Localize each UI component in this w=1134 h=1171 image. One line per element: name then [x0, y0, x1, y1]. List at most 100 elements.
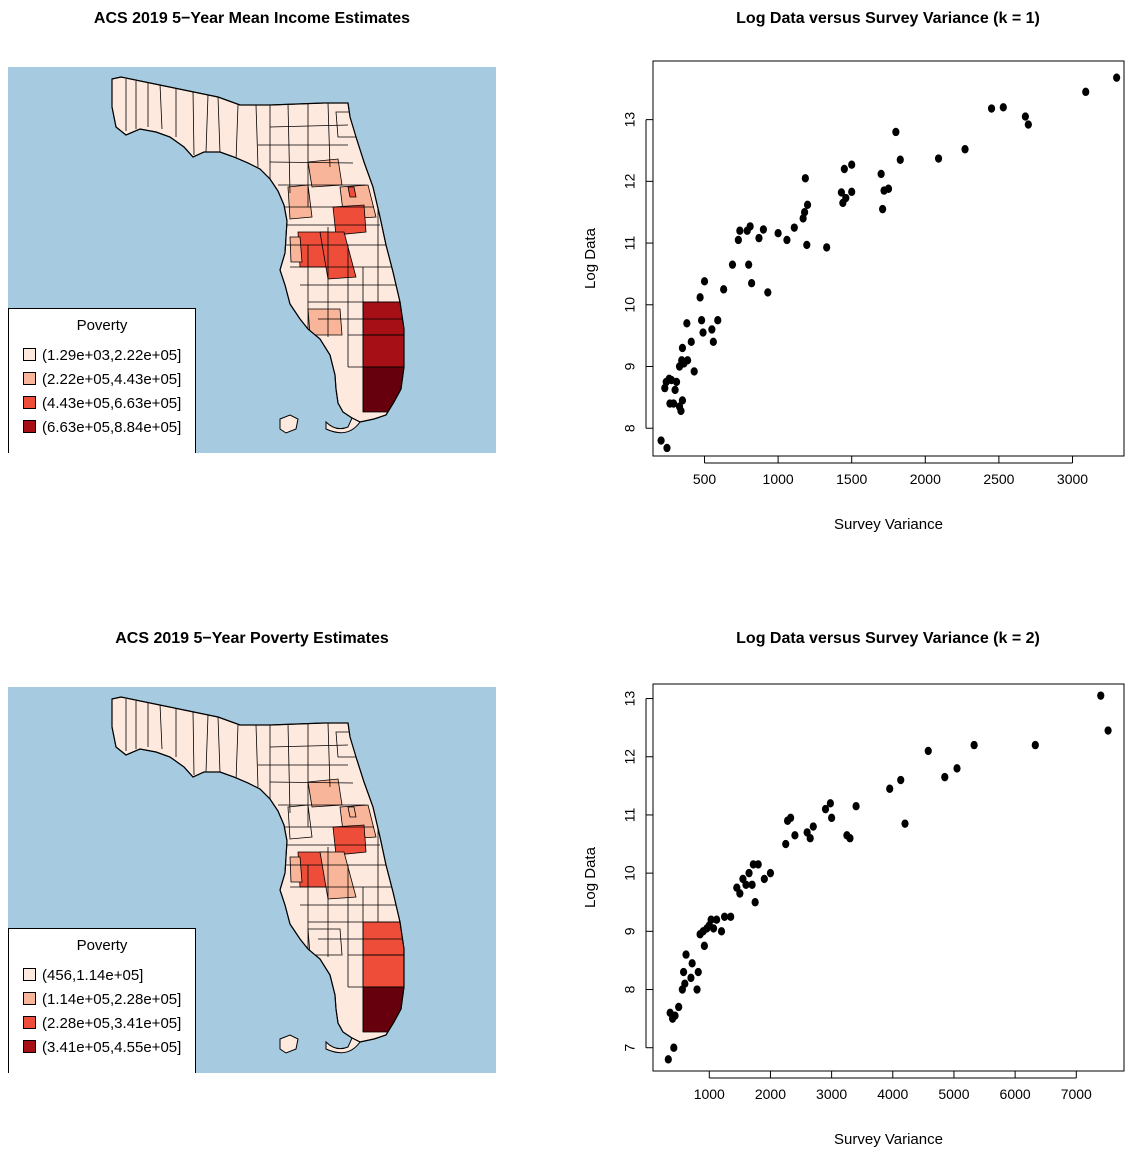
scatter-point [663, 443, 671, 453]
county-region [289, 856, 303, 883]
legend-entry: (4.43e+05,6.63e+05] [23, 395, 181, 412]
scatter-point [840, 164, 848, 174]
scatter-point [941, 772, 949, 782]
legend-entry: (6.63e+05,8.84e+05] [23, 419, 181, 436]
county-border [217, 716, 221, 774]
island [279, 414, 299, 434]
x-axis-label: Survey Variance [834, 516, 943, 533]
scatter-point [677, 406, 685, 416]
scatter-point [720, 285, 728, 294]
x-tick-label: 2500 [983, 471, 1014, 487]
scatter-point [896, 155, 904, 164]
scatter-point [801, 208, 809, 217]
scatter-point [678, 343, 687, 353]
scatter-point [700, 941, 708, 951]
scatter-point [783, 235, 791, 245]
scatter-point [1021, 112, 1029, 121]
county-border [269, 744, 349, 748]
scatter2-svg: 1000 2000 3000 4000 5000 6000 7000 7 8 9 10 11 12 13 S… [582, 683, 1125, 1148]
scatter-point [759, 225, 767, 234]
legend-entry: (2.28e+05,3.41e+05] [23, 1015, 181, 1032]
county-border [287, 103, 291, 194]
legend-label: (1.29e+03,2.22e+05] [42, 347, 182, 364]
x-tick-label: 1500 [836, 471, 867, 487]
y-tick-label: 8 [622, 424, 638, 432]
scatter-point [760, 874, 768, 884]
scatter-point [826, 799, 834, 808]
scatter-point [700, 277, 709, 286]
scatter-point [754, 860, 762, 869]
county-border [287, 723, 291, 814]
y-tick-label: 10 [622, 865, 638, 881]
scatter-point [688, 959, 696, 968]
x-tick-label: 1000 [694, 1086, 725, 1102]
map-legend: Poverty (1.29e+03,2.22e+05] (2.22e+05,4.43… [8, 308, 196, 453]
scatter-point [670, 1043, 678, 1052]
scatter-point [823, 243, 831, 252]
legend-entry: (3.41e+05,4.55e+05] [23, 1039, 181, 1056]
county-border [255, 104, 259, 168]
scatter-point [987, 104, 996, 113]
y-tick-label: 11 [622, 807, 638, 822]
scatter-point [694, 967, 702, 977]
county-border [159, 83, 163, 130]
keys [325, 417, 361, 434]
y-tick-label: 13 [622, 691, 638, 707]
legend-swatch [23, 1016, 36, 1029]
scatter-point [1031, 740, 1039, 750]
legend-swatch [23, 420, 36, 433]
map1-plot-area: Poverty (1.29e+03,2.22e+05] (2.22e+05,4.43… [8, 67, 496, 453]
scatter-point [678, 396, 687, 405]
county-region [347, 806, 357, 818]
scatter-point [690, 367, 698, 376]
scatter-point [720, 912, 729, 921]
x-tick-label: 7000 [1061, 1086, 1092, 1102]
scatter-point [886, 784, 894, 793]
scatter-point [672, 377, 681, 387]
county-border [255, 724, 259, 788]
x-tick-label: 3000 [816, 1086, 847, 1102]
scatter-point [675, 1002, 683, 1012]
x-tick-label: 2000 [755, 1086, 786, 1102]
legend-label: (1.14e+05,2.28e+05] [42, 991, 182, 1008]
scatter-point [897, 775, 905, 785]
scatter-point [879, 204, 887, 214]
scatter-point [671, 385, 679, 395]
scatter-point [1024, 120, 1032, 129]
county-border [205, 714, 209, 773]
county-region [332, 824, 367, 856]
x-tick-label: 500 [693, 471, 717, 487]
scatter-point [717, 927, 726, 936]
scatter-point [745, 868, 753, 878]
legend-label: (3.41e+05,4.55e+05] [42, 1039, 182, 1056]
scatter-point [837, 188, 846, 197]
county-region [307, 928, 343, 956]
scatter-point [742, 880, 750, 889]
plot-frame [652, 683, 1125, 1072]
scatter-point [774, 228, 782, 238]
county-border [205, 94, 209, 153]
county-border [159, 703, 163, 750]
state-border [111, 696, 405, 1043]
scatter-point [803, 200, 812, 210]
scatter-point [1104, 726, 1112, 735]
y-tick-label: 7 [622, 1044, 638, 1052]
legend-label: (2.28e+05,3.41e+05] [42, 1015, 182, 1032]
scatter-point [828, 813, 836, 823]
scatter-point [696, 293, 704, 302]
map2-plot-area: Poverty (456,1.14e+05] (1.14e+05,2.28e+05]… [8, 687, 496, 1073]
y-tick-label: 12 [622, 749, 638, 765]
legend-label: (2.22e+05,4.43e+05] [42, 371, 182, 388]
legend-swatch [23, 372, 36, 385]
legend-title: Poverty [76, 317, 128, 334]
scatter-point [670, 399, 678, 408]
legend-label: (4.43e+05,6.63e+05] [42, 395, 182, 412]
scatter-point [687, 337, 695, 347]
legend-label: (456,1.14e+05] [42, 967, 144, 984]
legend-swatch [23, 348, 36, 361]
scatter-point [683, 356, 692, 365]
county-region [332, 204, 367, 236]
scatter-point [970, 740, 978, 750]
scatter-point [751, 898, 759, 907]
county-border [269, 781, 354, 784]
